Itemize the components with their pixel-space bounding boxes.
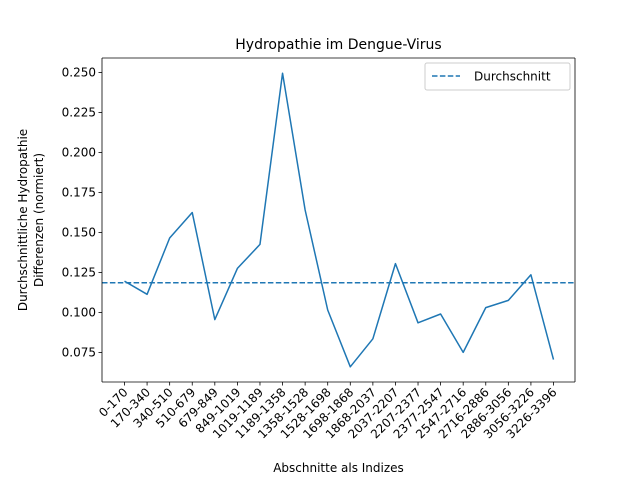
y-tick-label: 0.225 xyxy=(62,106,96,120)
y-tick-label: 0.250 xyxy=(62,66,96,80)
y-axis-label-line2: Differenzen (normiert) xyxy=(32,153,46,287)
plot-area xyxy=(102,58,575,382)
y-tick-label: 0.150 xyxy=(62,226,96,240)
y-tick-label: 0.100 xyxy=(62,306,96,320)
y-tick-label: 0.200 xyxy=(62,146,96,160)
series-layer xyxy=(124,72,555,368)
y-tick-label: 0.175 xyxy=(62,186,96,200)
y-axis-label-line1: Durchschnittliche Hydropathie xyxy=(16,129,30,311)
y-tick-label: 0.075 xyxy=(62,346,96,360)
chart-title: Hydropathie im Dengue-Virus xyxy=(235,37,441,53)
legend-label-durchschnitt: Durchschnitt xyxy=(474,70,551,84)
y-tick-label: 0.125 xyxy=(62,266,96,280)
legend-box xyxy=(424,62,571,91)
x-axis-label: Abschnitte als Indizes xyxy=(273,461,404,475)
series-line-0 xyxy=(124,72,555,368)
legend: Durchschnitt xyxy=(424,62,571,91)
y-axis-ticks: 0.075 0.100 0.125 0.150 0.175 0.200 0.225 0.250 xyxy=(62,66,102,360)
x-axis-ticks: 0-170170-340340-510510-679679-849849-101… xyxy=(96,382,560,441)
